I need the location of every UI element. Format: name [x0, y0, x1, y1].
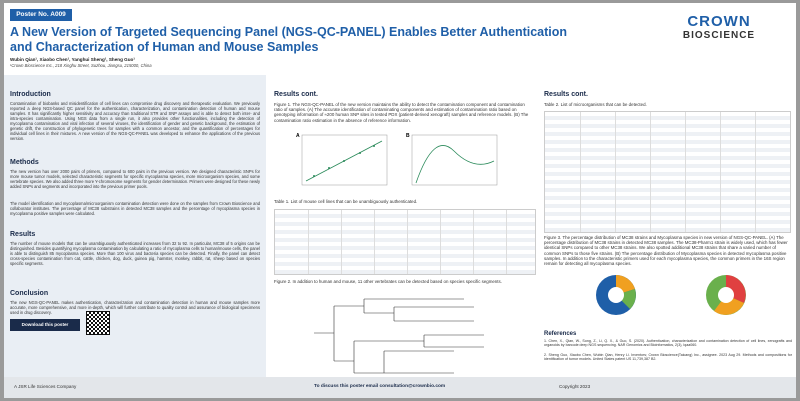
figure-caption: Figure 1. The NGS-QC-PANEL of the new ve…: [274, 102, 529, 123]
section-heading: Introduction: [10, 91, 51, 98]
footer: [4, 377, 796, 398]
poster-number: Poster No. A009: [10, 9, 72, 21]
figure-3: [596, 275, 746, 315]
paragraph: Contamination of biobanks and misidentif…: [10, 101, 260, 141]
pie-slice: [714, 295, 744, 315]
table-caption: Table 1. List of mouse cell lines that c…: [274, 199, 418, 204]
logo-top: CROWN: [687, 13, 751, 30]
plot-frame: [301, 134, 388, 186]
paragraph: The model identification and mycoplasma/…: [10, 201, 260, 216]
figure-caption: Figure 3. The percentage distribution of…: [544, 235, 788, 267]
copyright: Copyright 2023: [559, 384, 591, 389]
reference: 1. Chen, X., Qian, W., Song, Z., Li, Q. …: [544, 339, 792, 348]
qr-code: [86, 311, 110, 335]
logo-bottom: BIOSCIENCE: [682, 30, 756, 41]
paragraph: The new NGS-QC-PANEL makes authenticatio…: [10, 300, 260, 315]
curve: [415, 145, 495, 184]
table-caption: Table 2. List of microorganisms that can…: [544, 102, 647, 107]
pie-hole: [718, 287, 734, 303]
panel-label: B: [406, 133, 410, 139]
table-1: [274, 209, 536, 275]
paragraph: The number of mouse models that can be u…: [10, 241, 260, 266]
affiliation: ¹Crown Bioscience Inc., 218 Xinghu Stree…: [10, 63, 152, 68]
pie-hole: [608, 287, 624, 303]
company-note: A JSR Life Sciences Company: [14, 384, 77, 389]
panel-label: A: [296, 133, 300, 139]
phylogenetic-tree: [314, 298, 484, 374]
figure-1: A B: [296, 133, 498, 186]
section-heading: Results cont.: [274, 91, 318, 98]
poster-title: A New Version of Targeted Sequencing Pan…: [10, 25, 568, 54]
paragraph: The new version has over 2000 pairs of p…: [10, 169, 260, 189]
poster: Poster No. A009 A New Version of Targete…: [4, 3, 796, 398]
table-2: [544, 111, 791, 233]
authors: Wubin Qian¹, Xiaobo Chen¹, Yanghui Sheng…: [10, 57, 135, 62]
section-heading: Methods: [10, 159, 39, 166]
section-heading: Conclusion: [10, 290, 49, 297]
section-heading: References: [544, 331, 577, 337]
reference: 2. Sheng Guo, Xiaobo Chen, Wubin Qian, H…: [544, 353, 792, 362]
logo: CROWN BIOSCIENCE: [654, 13, 784, 41]
figure-caption: Figure 2. In addition to human and mouse…: [274, 279, 502, 284]
plot-frame: [411, 134, 498, 186]
contact: To discuss this poster email consultatio…: [314, 384, 446, 389]
section-heading: Results: [10, 231, 36, 238]
section-heading: Results cont.: [544, 91, 588, 98]
points: [313, 145, 375, 177]
download-button: Download this poster: [10, 319, 80, 331]
